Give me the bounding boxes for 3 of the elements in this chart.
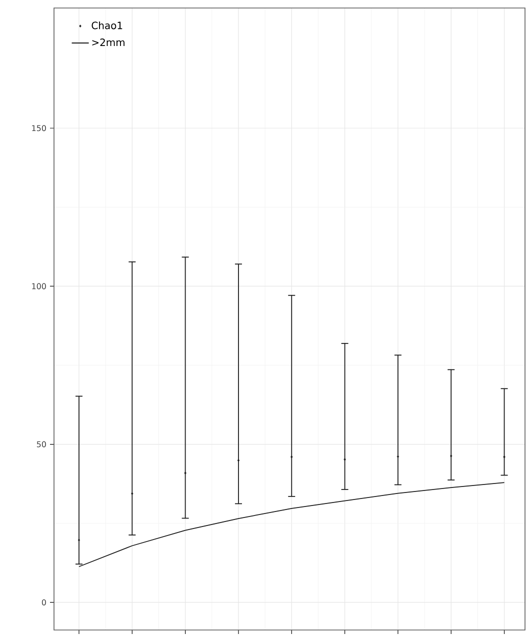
line-series — [78, 482, 505, 568]
legend-label: Chao1 — [92, 22, 122, 30]
legend-label: >2mm — [92, 38, 124, 46]
